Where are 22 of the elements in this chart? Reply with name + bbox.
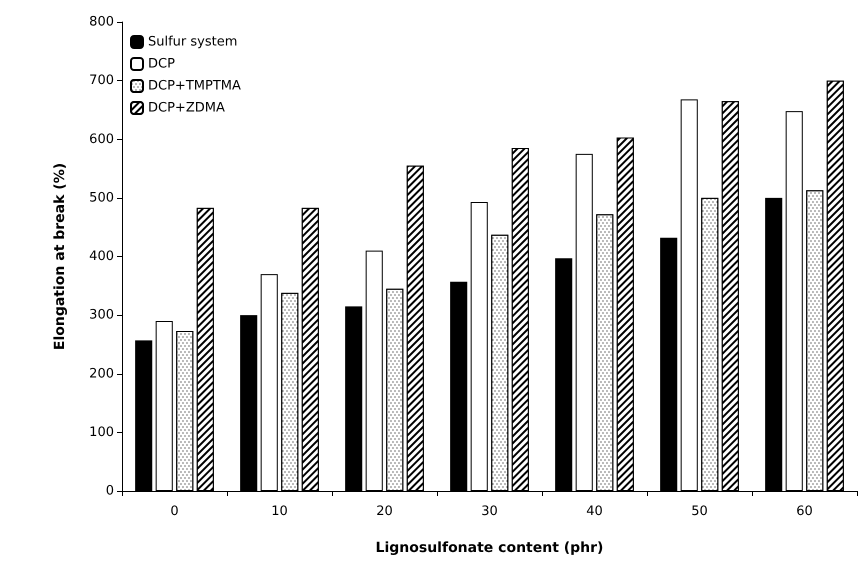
y-tick-label: 200	[89, 366, 114, 382]
legend-label: DCP+TMPTMA	[148, 78, 241, 94]
y-tick-label: 500	[89, 190, 114, 206]
y-tick-label: 700	[89, 73, 114, 88]
y-tick-label: 800	[89, 14, 114, 30]
y-axis-title: Elongation at break (%)	[52, 162, 68, 350]
y-tick-label: 600	[89, 132, 114, 147]
x-tick-label: 20	[376, 504, 393, 519]
y-tick-label: 400	[89, 249, 114, 264]
legend-label: DCP+ZDMA	[148, 100, 225, 116]
y-tick-label: 0	[106, 484, 114, 498]
y-tick-label: 100	[89, 424, 114, 440]
legend-label: DCP	[148, 56, 176, 72]
x-tick-label: 50	[691, 504, 708, 519]
x-tick-label: 10	[271, 504, 288, 519]
x-tick-label: 60	[796, 504, 813, 519]
y-tick-label: 300	[89, 308, 114, 323]
x-tick-label: 40	[586, 504, 603, 519]
x-tick-label: 30	[481, 504, 498, 519]
x-axis-title: Lignosulfonate content (phr)	[376, 540, 604, 556]
x-tick-label: 0	[170, 504, 179, 519]
legend-label: Sulfur system	[148, 34, 238, 50]
